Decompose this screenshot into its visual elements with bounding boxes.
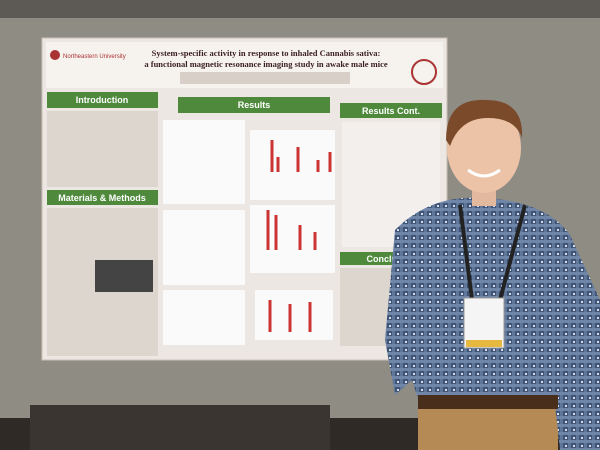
poster-title: a functional magnetic resonance imaging … bbox=[144, 59, 387, 69]
face bbox=[447, 103, 521, 193]
institution: Northeastern University bbox=[63, 54, 126, 60]
section-title: Materials & Methods bbox=[58, 193, 146, 203]
hair bbox=[446, 99, 523, 146]
figure bbox=[255, 290, 333, 340]
smile bbox=[467, 168, 501, 178]
figure bbox=[163, 120, 245, 204]
lanyard bbox=[458, 204, 527, 301]
poster-title: System-specific activity in response to … bbox=[152, 48, 381, 58]
section-header bbox=[47, 190, 158, 205]
text-block bbox=[47, 111, 158, 187]
badge bbox=[463, 297, 505, 349]
figure bbox=[250, 130, 335, 200]
section-title: Results Cont. bbox=[362, 106, 420, 116]
figure bbox=[250, 205, 335, 273]
figure-bars bbox=[266, 140, 332, 332]
section-header bbox=[178, 97, 330, 113]
figure bbox=[163, 290, 245, 345]
seal bbox=[411, 59, 437, 85]
badge-ribbon bbox=[466, 340, 502, 347]
logo bbox=[50, 50, 60, 60]
belt bbox=[418, 395, 558, 409]
figure bbox=[163, 210, 245, 285]
section-title: Conclusion bbox=[367, 254, 416, 264]
section-title: Results bbox=[238, 100, 271, 110]
ceiling bbox=[0, 0, 600, 18]
section-header bbox=[47, 92, 158, 108]
table bbox=[30, 405, 330, 450]
section-header bbox=[340, 103, 442, 118]
section-title: Introduction bbox=[76, 95, 129, 105]
figure bbox=[95, 260, 153, 292]
authors bbox=[180, 72, 350, 84]
